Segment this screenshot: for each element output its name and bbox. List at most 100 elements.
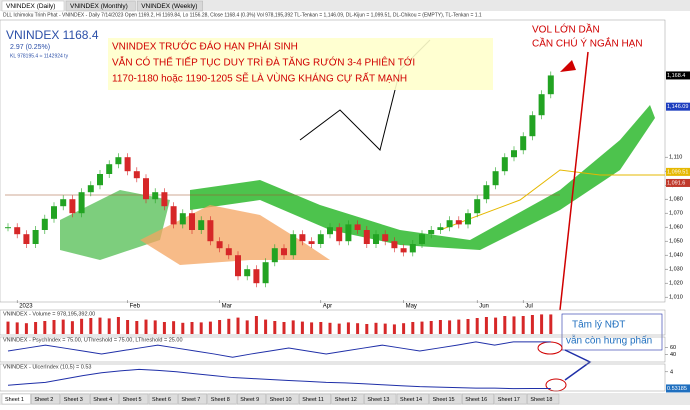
- sheet-tab[interactable]: [429, 393, 462, 405]
- candle: [308, 241, 315, 244]
- sheet-label[interactable]: Sheet 10: [270, 397, 292, 403]
- sheet-tab[interactable]: [331, 393, 364, 405]
- sheet-tab[interactable]: [207, 393, 237, 405]
- volume-bar: [300, 321, 304, 334]
- sheet-label[interactable]: Sheet 5: [123, 397, 142, 403]
- sheet-tab[interactable]: [266, 393, 299, 405]
- sheet-tab[interactable]: [299, 393, 332, 405]
- sheet-tab[interactable]: [236, 393, 266, 405]
- volume-bar: [208, 321, 212, 334]
- volume-bar: [530, 315, 534, 334]
- volume-bar: [15, 322, 19, 334]
- sheet-label[interactable]: Sheet 6: [152, 397, 171, 403]
- volume-bar: [70, 321, 74, 334]
- sheet-label[interactable]: Sheet 13: [367, 397, 389, 403]
- sheet-tab[interactable]: [527, 393, 560, 405]
- sheet-label[interactable]: Sheet 17: [498, 397, 520, 403]
- sheet-tab[interactable]: [178, 393, 207, 405]
- sheet-tab[interactable]: [31, 393, 60, 405]
- sheet-tab[interactable]: [364, 393, 397, 405]
- candle: [253, 269, 260, 284]
- tab-label[interactable]: VNINDEX (Monthly): [70, 3, 128, 10]
- tab[interactable]: [1, 0, 65, 12]
- sheet-label[interactable]: Sheet 12: [335, 397, 357, 403]
- sheet-label[interactable]: Sheet 7: [181, 397, 200, 403]
- price-tag: [666, 178, 690, 187]
- sheet-tab[interactable]: [148, 393, 178, 405]
- sheet-label[interactable]: Sheet 11: [302, 397, 324, 403]
- panel: [0, 363, 666, 392]
- sheet-label[interactable]: Sheet 4: [93, 397, 112, 403]
- sheet-tab[interactable]: [1, 393, 31, 405]
- sheet-tab[interactable]: [60, 393, 90, 405]
- sheet-label[interactable]: Sheet 9: [240, 397, 259, 403]
- candle: [106, 164, 113, 174]
- candle: [391, 241, 398, 249]
- y-tick-label: 1,050: [669, 239, 683, 245]
- volume-bar: [503, 316, 507, 334]
- candle: [419, 234, 425, 244]
- volume-bar: [466, 319, 470, 334]
- sheet-label[interactable]: Sheet 15: [433, 397, 455, 403]
- y-tick-label: 60: [670, 345, 676, 351]
- tab[interactable]: [136, 0, 203, 12]
- sheet-tab[interactable]: [494, 393, 527, 405]
- sentiment-line: vẫn còn hưng phấn: [566, 334, 652, 347]
- sheet-tab[interactable]: [89, 393, 119, 405]
- sheet-label[interactable]: Sheet 18: [530, 397, 552, 403]
- volume-bar: [291, 320, 295, 334]
- candle: [161, 192, 168, 207]
- y-tick-label: 1,020: [669, 281, 683, 287]
- sheet-label[interactable]: Sheet 16: [465, 397, 487, 403]
- candle: [465, 213, 471, 225]
- sheet-label[interactable]: Sheet 14: [400, 397, 422, 403]
- volume-bar: [236, 317, 240, 334]
- sentiment-line: Tâm lý NĐT: [572, 320, 625, 331]
- candle: [409, 244, 416, 253]
- sheet-label[interactable]: Sheet 3: [64, 397, 83, 403]
- volume-bar: [448, 320, 452, 334]
- x-tick-label: Apr: [323, 304, 332, 310]
- value-tag-label: 0.53185: [667, 386, 687, 392]
- tab-label[interactable]: VNINDEX (Daily): [6, 3, 55, 10]
- annotation-box: [108, 38, 493, 90]
- y-tick-label: 1,060: [669, 225, 683, 231]
- candle: [207, 220, 214, 242]
- price-tag-label: 1,099.51: [667, 169, 688, 175]
- candle: [51, 206, 57, 219]
- sheet-tab[interactable]: [396, 393, 429, 405]
- candle: [446, 220, 453, 228]
- sheet-label[interactable]: Sheet 2: [34, 397, 53, 403]
- candle: [455, 220, 462, 225]
- y-tick-label: 1,110: [669, 155, 682, 161]
- arrow: [559, 51, 589, 311]
- sheet-label[interactable]: Sheet 8: [211, 397, 230, 403]
- y-tick-label: 1,080: [669, 197, 683, 203]
- sheet-label[interactable]: Sheet 1: [5, 397, 24, 403]
- candle: [78, 192, 85, 214]
- panel-title: VNINDEX - UlcerIndex (10,5) = 0.53: [3, 364, 92, 370]
- volume-bar: [494, 317, 498, 334]
- x-tick-label: Jul: [525, 304, 533, 310]
- candle: [124, 157, 131, 172]
- volume-bar: [24, 323, 28, 334]
- tab-label[interactable]: VNINDEX (Weekly): [141, 3, 197, 10]
- candle: [428, 230, 435, 235]
- quote-volume: KL 978195.4 ≈ 1142924 ty: [10, 53, 69, 59]
- volume-bar: [521, 316, 525, 334]
- sheet-tab[interactable]: [119, 393, 149, 405]
- volume-bar: [328, 322, 332, 334]
- annotation-line: VẪN CÓ THỂ TIẾP TỤC DUY TRÌ ĐÀ TĂNG RƯỚN…: [112, 56, 415, 69]
- volume-bar: [6, 321, 10, 334]
- volume-bar: [310, 322, 314, 334]
- sheet-tab[interactable]: [462, 393, 495, 405]
- candle: [225, 248, 232, 256]
- annotation-line: VNINDEX TRƯỚC ĐÁO HẠN PHÁI SINH: [112, 40, 298, 53]
- volume-bar: [273, 321, 277, 334]
- tab[interactable]: [65, 0, 136, 12]
- y-tick-label: 1,040: [669, 253, 683, 259]
- volume-bar: [264, 319, 268, 334]
- indicator-line: [7, 341, 551, 358]
- candle: [382, 234, 389, 242]
- volume-bar: [549, 314, 553, 334]
